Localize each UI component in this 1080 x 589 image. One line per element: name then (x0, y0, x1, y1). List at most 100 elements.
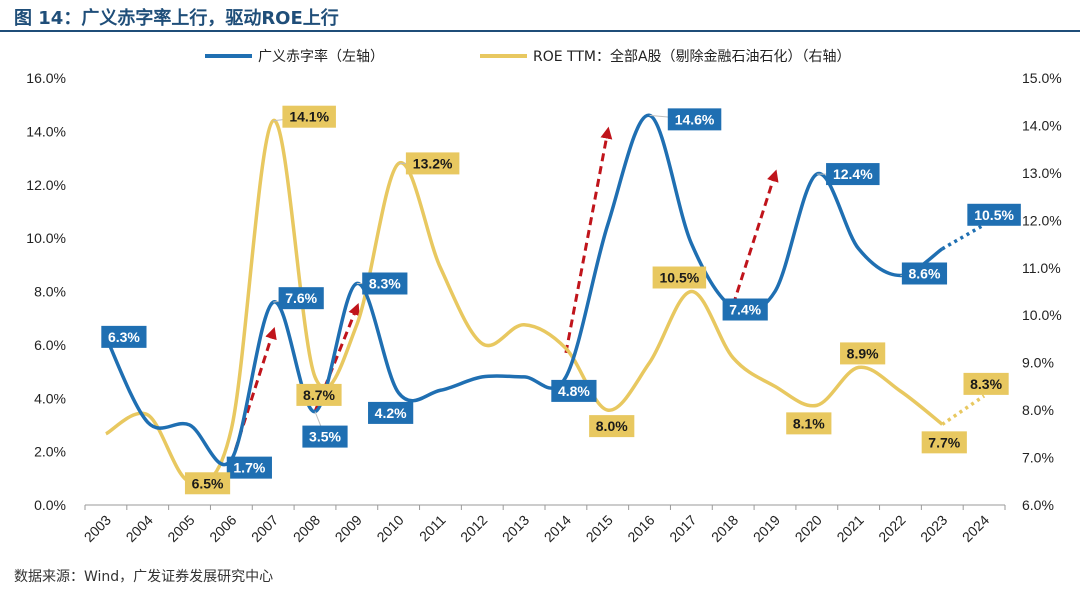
x-tick-label: 2017 (666, 512, 699, 545)
deficit-data-label: 6.3% (108, 329, 140, 345)
deficit-label-box (368, 401, 414, 424)
source-note: 数据来源：Wind，广发证券发展研究中心 (14, 569, 274, 585)
x-tick-label: 2019 (750, 512, 783, 545)
deficit-data-label: 8.6% (908, 265, 940, 281)
roe-line (104, 118, 944, 485)
y-right-tick-label: 6.0% (1022, 497, 1054, 513)
x-tick-label: 2004 (123, 512, 156, 545)
x-tick-label: 2023 (917, 512, 950, 545)
x-tick-label: 2006 (206, 512, 239, 545)
y-left-tick-label: 16.0% (26, 70, 66, 86)
roe-label-box (840, 342, 886, 365)
deficit-data-label: 10.5% (974, 207, 1014, 223)
roe-data-label: 13.2% (413, 155, 453, 171)
x-tick-label: 2012 (457, 512, 490, 545)
roe-data-label: 10.5% (660, 270, 700, 286)
x-tick-label: 2020 (792, 512, 825, 545)
roe-data-label: 8.0% (596, 418, 628, 434)
roe-data-label: 8.7% (303, 387, 335, 403)
trend-arrow (731, 169, 779, 306)
roe-label-box (296, 383, 342, 406)
deficit-data-label: 3.5% (309, 429, 341, 445)
y-left-tick-label: 2.0% (34, 444, 66, 460)
deficit-data-label: 7.4% (729, 302, 761, 318)
deficit-line-forecast (941, 223, 985, 251)
roe-label-box (282, 105, 336, 128)
x-tick-label: 2008 (290, 512, 323, 545)
series (104, 113, 986, 485)
x-tick-label: 2018 (708, 512, 741, 545)
deficit-label-box (302, 425, 348, 448)
y-left-tick-label: 8.0% (34, 284, 66, 300)
roe-line-forecast (941, 394, 986, 426)
roe-label-box (405, 152, 460, 175)
trend-arrow (564, 126, 613, 354)
x-tick-label: 2015 (583, 512, 616, 545)
y-right-tick-label: 7.0% (1022, 450, 1054, 466)
roe-label-box (786, 412, 832, 435)
figure-title-bar: 图 14：广义赤字率上行，驱动ROE上行 (0, 0, 1080, 32)
y-right-tick-label: 15.0% (1022, 70, 1062, 86)
y-right-tick-label: 12.0% (1022, 212, 1062, 228)
y-right-tick-label: 8.0% (1022, 402, 1054, 418)
y-right-tick-label: 14.0% (1022, 117, 1062, 133)
deficit-data-label: 8.3% (369, 275, 401, 291)
x-tick-label: 2007 (248, 512, 281, 545)
x-tick-label: 2014 (541, 512, 574, 545)
deficit-data-label: 1.7% (233, 460, 265, 476)
y-left-tick-label: 14.0% (26, 123, 66, 139)
y-left-tick-label: 6.0% (34, 337, 66, 353)
deficit-label-box (901, 262, 948, 285)
x-tick-label: 2022 (875, 512, 908, 545)
roe-data-label: 8.9% (847, 345, 879, 361)
trend-arrow (229, 326, 277, 463)
deficit-label-box (101, 325, 147, 348)
x-tick-label: 2005 (164, 512, 197, 545)
roe-label-box (184, 472, 231, 495)
deficit-data-label: 4.8% (558, 383, 590, 399)
deficit-label-box (226, 456, 272, 479)
y-right-tick-label: 10.0% (1022, 307, 1062, 323)
roe-label-box (963, 372, 1009, 395)
deficit-data-label: 4.2% (375, 405, 407, 421)
roe-label-box (652, 266, 707, 289)
deficit-data-label: 14.6% (675, 111, 715, 127)
roe-data-label: 8.1% (793, 415, 825, 431)
legend-label-deficit: 广义赤字率（左轴） (258, 48, 384, 65)
x-tick-label: 2016 (624, 512, 657, 545)
x-tick-label: 2021 (833, 512, 866, 545)
y-right-tick-label: 11.0% (1022, 260, 1061, 276)
x-tick-label: 2010 (373, 512, 406, 545)
roe-label-box (921, 431, 967, 454)
deficit-label-box (826, 163, 880, 186)
data-labels: 6.3% 1.7% 7.6% 3.5% 8.3% 4.2% 4.8% 14.6% 7.4% 12.… (101, 105, 1021, 495)
deficit-label-box (967, 203, 1021, 226)
deficit-label-box (278, 287, 324, 310)
x-tick-label: 2003 (81, 512, 114, 545)
deficit-data-label: 7.6% (285, 290, 317, 306)
figure-title: 图 14：广义赤字率上行，驱动ROE上行 (14, 8, 339, 29)
x-tick-label: 2011 (416, 512, 449, 545)
y-left-tick-label: 4.0% (34, 390, 66, 406)
deficit-line (104, 113, 944, 467)
legend: 广义赤字率（左轴） ROE TTM：全部A股（剔除金融石油石化）（右轴） (205, 48, 851, 65)
roe-data-label: 6.5% (192, 475, 224, 491)
x-tick-label: 2009 (332, 512, 365, 545)
x-tick-label: 2024 (959, 512, 992, 545)
y-left-tick-label: 10.0% (26, 230, 66, 246)
y-right-tick-label: 13.0% (1022, 165, 1062, 181)
y-left-tick-label: 0.0% (34, 497, 66, 513)
roe-label-box (589, 415, 635, 438)
roe-data-label: 14.1% (289, 109, 329, 125)
deficit-label-box (551, 379, 597, 402)
roe-data-label: 7.7% (928, 434, 960, 450)
y-right-tick-label: 9.0% (1022, 355, 1054, 371)
y-left-tick-label: 12.0% (26, 177, 66, 193)
deficit-data-label: 12.4% (833, 166, 873, 182)
legend-label-roe: ROE TTM：全部A股（剔除金融石油石化）（右轴） (533, 48, 851, 65)
roe-data-label: 8.3% (970, 376, 1002, 392)
deficit-label-box (667, 108, 722, 131)
x-tick-label: 2013 (499, 512, 532, 545)
deficit-label-box (362, 272, 408, 295)
